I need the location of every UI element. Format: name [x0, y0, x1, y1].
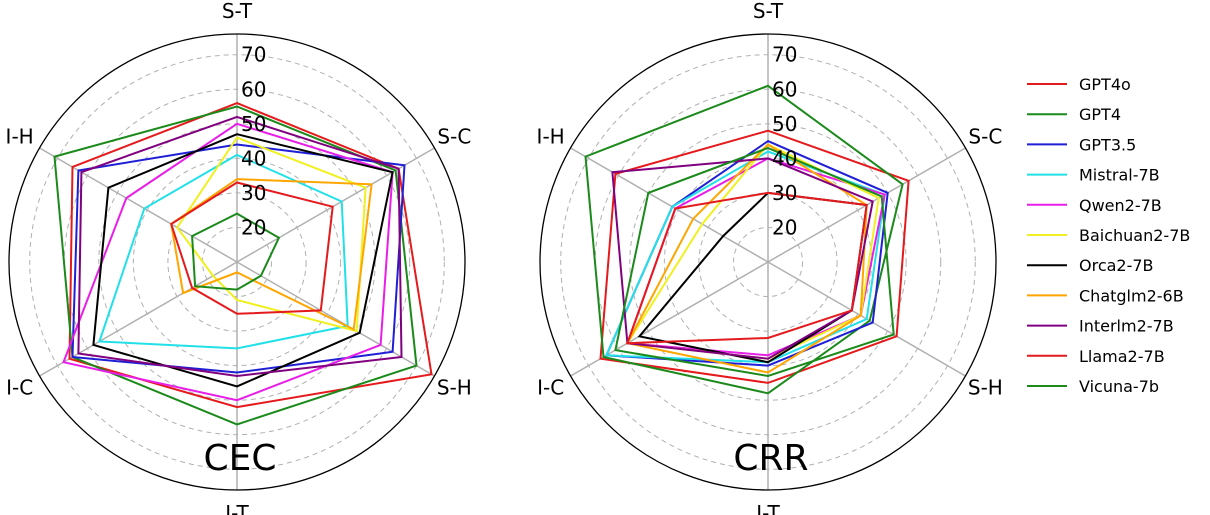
legend-label: Qwen2-7B — [1079, 196, 1162, 215]
series-polygon-vicuna-7b — [191, 212, 281, 291]
axis-label: S-C — [437, 125, 471, 149]
axis-label: I-C — [6, 376, 33, 400]
series-polygon-interlm2-7b — [611, 157, 874, 360]
tick-label: 20 — [241, 215, 266, 239]
series-polygon-gpt4o — [599, 129, 910, 384]
legend-label: Interlm2-7B — [1079, 317, 1174, 336]
series-polygon-gpt4 — [584, 84, 904, 395]
outer-frame — [8, 33, 466, 491]
tick-label: 40 — [241, 146, 266, 170]
tick-label: 70 — [241, 43, 266, 67]
legend-label: Orca2-7B — [1079, 256, 1154, 275]
legend-label: GPT4 — [1079, 105, 1121, 124]
tick-label: 20 — [772, 215, 797, 239]
axis-label: S-T — [222, 0, 253, 23]
spoke-line — [570, 147, 769, 263]
tick-label: 50 — [241, 112, 266, 136]
series-polygon-vicuna-7b — [614, 146, 895, 378]
series-polygon-llama2-7b — [625, 191, 868, 345]
axis-label: S-C — [968, 125, 1002, 149]
legend-label: Llama2-7B — [1079, 347, 1165, 366]
tick-label: 50 — [772, 112, 797, 136]
legend-label: Chatglm2-6B — [1079, 286, 1184, 305]
tick-label: 60 — [772, 77, 797, 101]
radar-chart-crr: 20 30 40 50 60 70 S-T S-C S-H I-T I-C I-H CRR — [537, 0, 1003, 515]
series-polygon-orca2-7b — [92, 133, 394, 388]
series-polygon-gpt4 — [53, 105, 418, 426]
spoke-line — [236, 147, 435, 263]
legend-label: Vicuna-7b — [1079, 377, 1159, 396]
series-polygon-baichuan2-7b — [175, 136, 367, 333]
series-polygon-llama2-7b — [170, 181, 334, 315]
axis-label: S-T — [753, 0, 784, 23]
tick-label: 60 — [241, 77, 266, 101]
series-polygon-qwen2-7b — [626, 157, 886, 357]
tick-label: 30 — [772, 181, 797, 205]
axis-label: S-H — [968, 376, 1003, 400]
legend-label: Baichuan2-7B — [1079, 226, 1190, 245]
tick-label: 70 — [772, 43, 797, 67]
tick-label: 30 — [241, 181, 266, 205]
series-polygon-interlm2-7b — [77, 115, 403, 378]
legend: GPT4o GPT4 GPT3.5 Mistral-7B Qwen2-7B Baichua… — [1027, 75, 1190, 396]
axis-label: I-C — [537, 376, 564, 400]
radar-chart-cec: 20 30 40 50 60 70 S-T S-C S-H I-T I-C I-H CEC — [6, 0, 472, 515]
legend-label: Mistral-7B — [1079, 166, 1160, 185]
chart-title: CRR — [733, 438, 808, 479]
legend-label: GPT3.5 — [1079, 135, 1136, 154]
tick-label: 40 — [772, 146, 797, 170]
axis-label: I-H — [6, 125, 34, 149]
legend-label: GPT4o — [1079, 75, 1131, 94]
axis-label: S-H — [437, 376, 472, 400]
axis-label: I-H — [537, 125, 565, 149]
chart-title: CEC — [203, 438, 276, 479]
series-polygon-gpt3.5 — [71, 143, 406, 374]
series-polygon-mistral-7b — [98, 153, 349, 350]
axis-label: I-T — [756, 501, 780, 515]
axis-label: I-T — [225, 501, 249, 515]
outer-frame — [539, 33, 997, 491]
